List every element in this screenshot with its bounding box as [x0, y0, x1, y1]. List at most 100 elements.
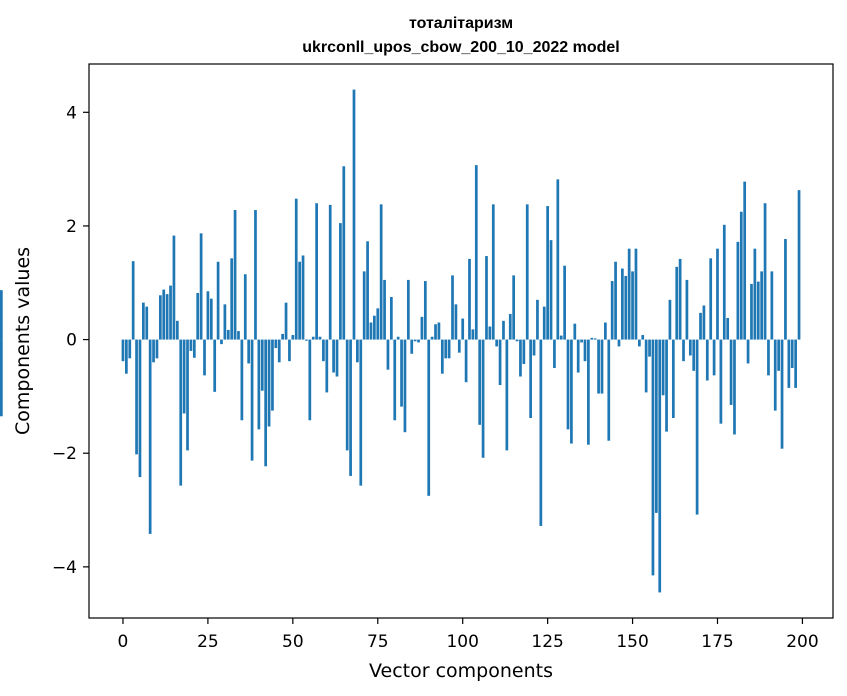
bar-26	[209, 298, 213, 340]
bar-65	[342, 166, 346, 340]
bar-141	[600, 339, 604, 394]
bar-4	[135, 339, 138, 455]
bar-195	[784, 239, 787, 340]
bar-144	[610, 281, 614, 340]
bar-189	[763, 203, 767, 340]
bar-116	[515, 339, 519, 342]
bar-74	[373, 315, 376, 340]
bar-80	[393, 339, 397, 421]
bar-97	[451, 275, 454, 340]
bar-102	[468, 258, 471, 340]
bar-85	[410, 339, 414, 354]
bar-93	[437, 322, 441, 340]
bar-172	[705, 339, 709, 381]
bar-47	[281, 333, 284, 340]
bar-60	[325, 339, 329, 393]
bar-118	[522, 339, 526, 365]
bar-18	[182, 339, 186, 414]
bar-61	[328, 204, 332, 340]
bar-6	[142, 302, 145, 340]
bar-178	[726, 317, 730, 340]
bar-22	[196, 292, 200, 340]
bar-81	[396, 336, 400, 340]
bar-21	[192, 339, 196, 358]
x-tick-label-175: 175	[701, 632, 733, 652]
bar-151	[634, 248, 638, 340]
bar-1	[125, 339, 128, 374]
bar-137	[587, 339, 590, 445]
bar-103	[471, 329, 475, 340]
bar-90	[427, 339, 431, 496]
bar-9	[152, 339, 155, 363]
bar-107	[485, 256, 488, 340]
bar-35	[240, 339, 244, 421]
y-tick-label-2: 2	[66, 217, 77, 237]
bar-5	[138, 339, 142, 478]
bar-30	[223, 304, 227, 340]
bar-113	[505, 339, 509, 451]
bar-179	[729, 339, 733, 405]
x-axis-label: Vector components	[369, 660, 553, 682]
bar-125	[546, 206, 549, 340]
y-tick-label--4: −4	[52, 558, 77, 578]
bar-122	[536, 299, 539, 340]
bar-150	[631, 271, 634, 340]
bar-198	[794, 339, 797, 388]
x-tick-label-125: 125	[531, 632, 563, 652]
bar-91	[430, 336, 434, 340]
bar-146	[617, 339, 621, 347]
bar-133	[573, 323, 577, 340]
bar-130	[563, 265, 566, 340]
bar-135	[580, 339, 583, 343]
bar-59	[322, 339, 325, 362]
x-tick-label-25: 25	[197, 632, 219, 652]
bar-101	[464, 339, 468, 383]
bar-96	[447, 339, 451, 359]
bar-170	[699, 312, 702, 340]
bar-12	[162, 289, 166, 340]
y-axis-label: Components values	[12, 247, 34, 435]
bar-34	[237, 331, 240, 340]
bar-84	[406, 279, 410, 340]
bar-8	[148, 339, 152, 534]
bar-52	[298, 261, 301, 340]
bar-83	[403, 339, 407, 433]
y-tick-label-4: 4	[66, 103, 77, 123]
bar-57	[315, 203, 318, 340]
bar-174	[712, 339, 716, 376]
bar-184	[746, 339, 750, 364]
bar-166	[685, 279, 689, 340]
bar-24	[203, 339, 206, 376]
bar-138	[590, 337, 594, 340]
bar-95	[444, 339, 448, 359]
bar-155	[648, 339, 651, 357]
plot-frame	[88, 63, 834, 619]
bar-76	[379, 204, 383, 340]
bar-0	[121, 339, 125, 362]
bar-180	[733, 339, 736, 435]
bar-181	[736, 241, 740, 340]
bar-120	[529, 339, 532, 418]
bar-53	[301, 255, 305, 340]
bar-132	[570, 339, 573, 444]
bar-undefined	[0, 339, 3, 417]
bar-68	[352, 89, 356, 340]
bar-98	[454, 304, 458, 340]
x-axis-ticks: 0 25 50 75 100 125 150 175 200	[118, 618, 819, 652]
bar-73	[369, 322, 373, 340]
bar-62	[332, 339, 335, 373]
bar-185	[750, 283, 753, 340]
bar-126	[549, 240, 553, 340]
bar-136	[583, 339, 587, 362]
x-tick-label-100: 100	[446, 632, 478, 652]
bar-3	[131, 261, 135, 340]
bar-56	[311, 336, 315, 340]
bar-32	[230, 258, 234, 340]
bar-175	[716, 248, 719, 340]
bar-165	[682, 339, 685, 362]
bar-148	[624, 275, 628, 340]
bar-99	[457, 339, 461, 353]
bar-7	[145, 306, 149, 340]
bar-42	[264, 339, 268, 467]
bar-159	[661, 339, 665, 396]
